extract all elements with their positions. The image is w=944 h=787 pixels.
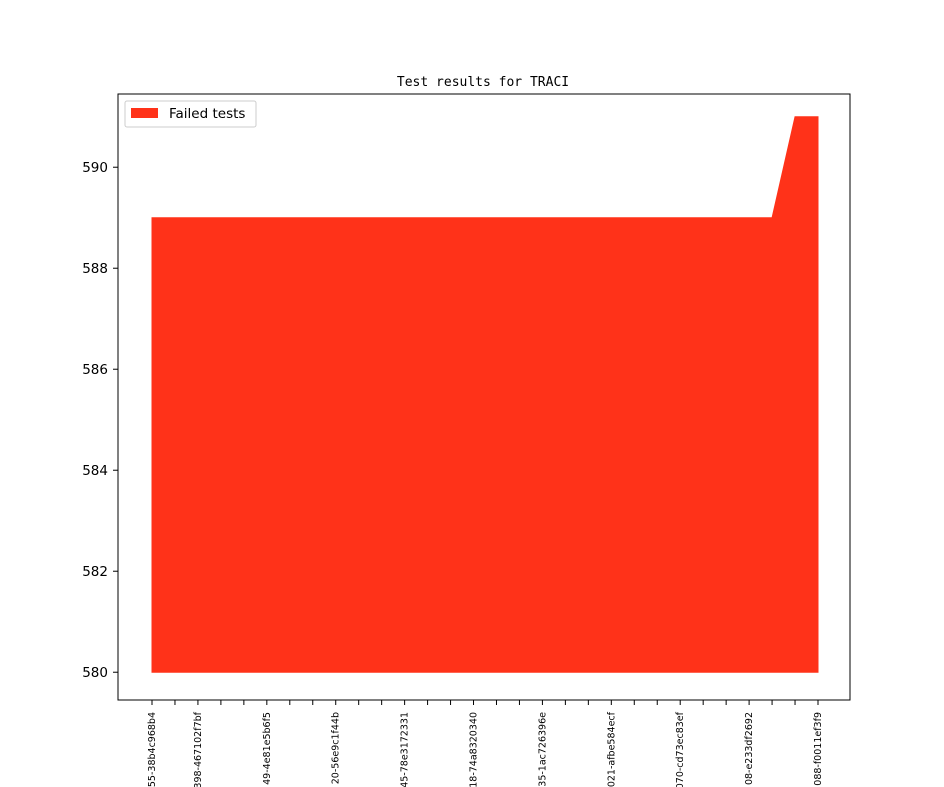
legend-box (124, 100, 257, 128)
chart-title: Test results for TRACI (397, 75, 569, 90)
area-layer (151, 116, 819, 673)
y-tick-label: 580 (82, 665, 108, 681)
x-tick-label: 49-4e81e5b6f5 (262, 712, 273, 785)
area-series-failed-tests (151, 116, 819, 673)
x-tick-label: 021-afbe584ecf (606, 711, 617, 787)
x-tick-label: 398-467102f7bf (193, 711, 204, 787)
y-tick-label: 588 (82, 261, 108, 277)
legend: Failed tests (124, 100, 257, 128)
x-tick-label: 45-78e3172331 (400, 712, 411, 787)
x-axis: 55-38b4c968b4 398-467102f7bf 49-4e81e5b6f5… (147, 700, 824, 787)
x-tick-label: 55-38b4c968b4 (147, 712, 158, 787)
plot-frame (117, 93, 851, 701)
y-tick-label: 590 (82, 160, 108, 176)
y-tick-label: 586 (82, 362, 108, 378)
y-tick-label: 582 (82, 564, 108, 580)
x-tick-label: 20-56e9c1f44b (331, 712, 342, 784)
legend-swatch-failed-tests (131, 108, 158, 118)
plot-area (117, 93, 851, 701)
x-tick-label: 070-cd73ec83ef (675, 711, 686, 787)
x-tick-label: 18-74a8320340 (469, 712, 480, 787)
x-tick-label: 35-1ac726396e (537, 712, 548, 787)
y-tick-label: 584 (82, 463, 108, 479)
y-axis: 580 582 584 586 588 590 (82, 160, 118, 681)
legend-label-failed-tests: Failed tests (169, 106, 245, 122)
x-tick-label: 088-f0011ef3f9 (813, 712, 824, 786)
x-tick-label: 08-e233df2692 (744, 712, 755, 785)
